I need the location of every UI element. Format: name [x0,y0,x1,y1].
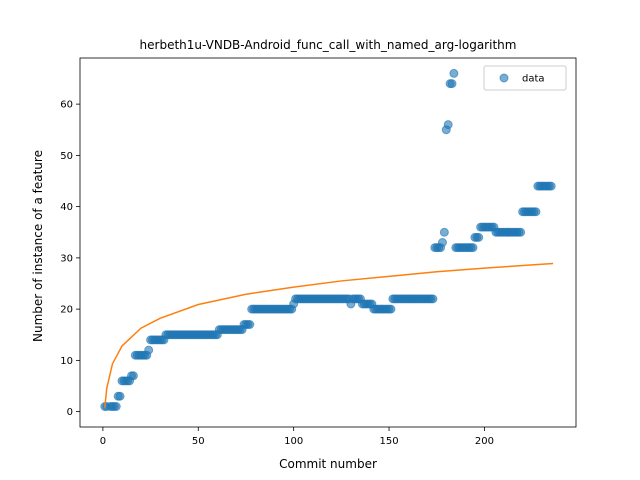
axes-frame [79,57,577,428]
y-tick-label: 10 [60,356,73,367]
data-point [245,320,255,329]
data-point [128,371,138,381]
data-point [443,120,453,130]
x-tick-label: 0 [100,436,106,447]
data-point [437,238,447,247]
y-axis-label: Number of instance of a feature [31,150,45,342]
y-tick-label: 60 [60,100,73,111]
chart-title: herbeth1u-VNDB-Android_func_call_with_na… [140,38,517,52]
data-point [468,243,478,253]
data-point [546,181,556,191]
y-tick-label: 20 [60,305,73,316]
x-tick-label: 200 [475,436,494,447]
y-tick-label: 30 [60,253,73,264]
data-point [439,227,449,237]
data-point [386,304,396,314]
fit-line [104,262,554,408]
y-tick-label: 0 [67,407,73,418]
data-point [474,232,484,242]
data-point [115,391,125,401]
y-tick-label: 40 [60,202,73,213]
data-point [516,227,526,237]
x-tick-label: 150 [379,436,398,447]
data-point [447,79,457,89]
y-axis: 0 10 20 30 40 50 60 [60,100,80,418]
x-axis-label: Commit number [279,457,377,471]
x-axis: 0 50 100 150 200 [100,427,494,447]
legend: data [483,65,567,91]
data-point [449,68,459,78]
legend-box [483,65,567,91]
x-tick-label: 50 [192,436,205,447]
data-point [144,345,154,355]
legend-marker [499,73,509,83]
y-tick-label: 50 [60,151,73,162]
data-point [111,402,121,411]
legend-label: data [522,74,545,85]
x-tick-label: 100 [284,436,303,447]
plot-area [100,68,556,411]
data-point [531,207,541,217]
data-point [428,294,438,304]
